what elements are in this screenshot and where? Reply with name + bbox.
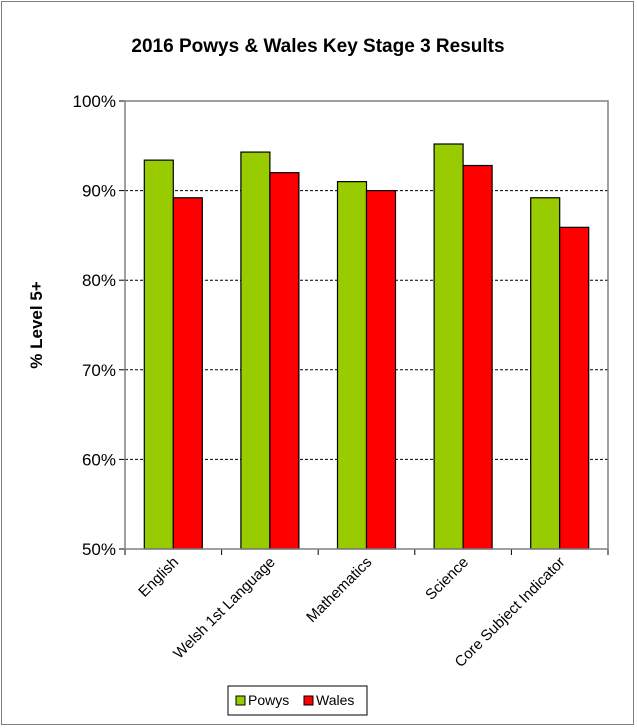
bar-powys xyxy=(143,159,174,550)
y-tick-label: 50% xyxy=(82,540,116,559)
y-tick-label: 90% xyxy=(82,182,116,201)
bar-wales xyxy=(365,190,397,550)
bar-wales xyxy=(269,172,300,550)
y-ticks: 50% 60% 70% 80% 90% 100% xyxy=(73,92,125,559)
bar-powys xyxy=(433,143,464,550)
bar-wales xyxy=(559,226,590,550)
bar-wales xyxy=(462,164,493,550)
x-tick-label: Mathematics xyxy=(303,554,375,626)
legend-label-powys: Powys xyxy=(248,692,289,708)
y-axis-label: % Level 5+ xyxy=(27,281,46,368)
y-tick-label: 100% xyxy=(73,92,116,111)
bar-wales xyxy=(172,197,203,550)
legend: Powys Wales xyxy=(227,685,368,716)
legend-swatch-wales xyxy=(303,695,314,706)
legend-label-wales: Wales xyxy=(316,692,354,708)
bar-powys xyxy=(530,197,561,550)
y-tick-label: 70% xyxy=(82,361,116,380)
legend-box xyxy=(227,685,368,716)
bar-powys xyxy=(336,181,368,550)
x-tick-label: Core Subject Indicator xyxy=(452,554,569,671)
plot-area-border xyxy=(124,100,609,550)
chart-title: 2016 Powys & Wales Key Stage 3 Results xyxy=(131,36,504,57)
bars xyxy=(143,143,590,550)
legend-swatch-powys xyxy=(235,695,246,706)
x-tick-label: Science xyxy=(422,554,472,604)
bar-powys xyxy=(240,151,271,550)
x-tick-label: English xyxy=(135,554,182,601)
y-tick-label: 80% xyxy=(82,271,116,290)
y-tick-label: 60% xyxy=(82,450,116,469)
x-tick-label: Welsh 1st Language xyxy=(170,554,279,663)
